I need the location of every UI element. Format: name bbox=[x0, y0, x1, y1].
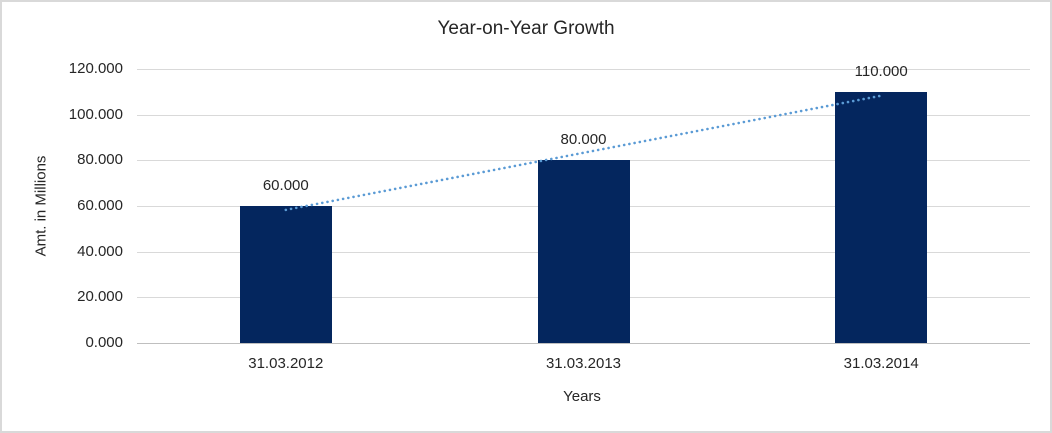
bar bbox=[239, 206, 332, 343]
bar bbox=[835, 91, 928, 343]
y-tick-label: 60.000 bbox=[77, 197, 123, 214]
gridline bbox=[137, 69, 1030, 70]
y-tick-label: 20.000 bbox=[77, 288, 123, 305]
x-tick-label: 31.03.2013 bbox=[545, 355, 622, 372]
y-tick-label: 0.000 bbox=[85, 334, 123, 351]
x-tick-label: 31.03.2014 bbox=[843, 355, 919, 372]
y-tick-label: 100.000 bbox=[68, 106, 123, 123]
y-tick-label: 80.000 bbox=[77, 151, 123, 168]
x-axis-title: Years bbox=[563, 388, 601, 405]
bar-data-label: 110.000 bbox=[854, 62, 908, 80]
bar-data-label: 60.000 bbox=[262, 177, 309, 194]
bar-data-label: 80.000 bbox=[560, 131, 607, 149]
y-tick-label: 120.000 bbox=[68, 60, 123, 77]
x-axis-line bbox=[137, 343, 1030, 344]
y-tick-label: 40.000 bbox=[77, 243, 123, 260]
chart-title: Year-on-Year Growth bbox=[437, 18, 615, 39]
x-tick-label: 31.03.2012 bbox=[248, 355, 324, 372]
bar bbox=[537, 160, 630, 343]
